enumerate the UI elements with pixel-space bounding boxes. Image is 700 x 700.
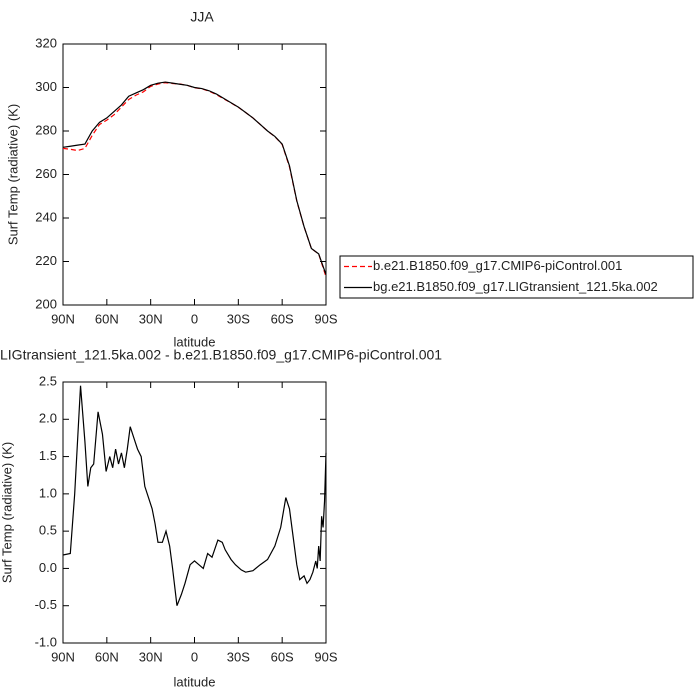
legend-label: bg.e21.B1850.f09_g17.LIGtransient_121.5k… [373,279,658,294]
x-tick-label: 30N [139,649,163,664]
x-tick-label: 90N [51,649,75,664]
y-tick-label: 220 [35,253,57,268]
data-line [62,82,327,277]
plot-frame [62,43,327,306]
y-tick-label: -1.0 [35,634,57,649]
x-tick-label: 90S [314,311,337,326]
x-tick-label: 30N [139,311,163,326]
data-line [62,385,327,606]
y-tick-label: 200 [35,296,57,311]
data-line [62,81,327,275]
y-tick-label: 280 [35,122,57,137]
x-tick-label: 60N [95,311,119,326]
x-tick-label: 90S [314,649,337,664]
plot-frame [62,381,327,644]
x-tick-label: 30S [227,311,250,326]
x-tick-label: 30S [227,649,250,664]
y-tick-label: 300 [35,79,57,94]
x-axis-label: latitude [174,334,216,349]
y-tick-label: 1.5 [39,448,57,463]
y-tick-label: 2.0 [39,411,57,426]
x-tick-label: 60S [271,311,294,326]
legend-box [339,255,694,299]
x-axis-label: latitude [174,674,216,689]
x-tick-label: 0 [191,649,198,664]
chart-title: JJA [190,9,214,25]
y-tick-label: 240 [35,209,57,224]
y-tick-label: 0.5 [39,523,57,538]
chart-title: LIGtransient_121.5ka.002 - b.e21.B1850.f… [0,347,442,363]
x-tick-label: 90N [51,311,75,326]
x-tick-label: 0 [191,311,198,326]
y-tick-label: 1.0 [39,485,57,500]
x-tick-label: 60N [95,649,119,664]
legend-label: b.e21.B1850.f09_g17.CMIP6-piControl.001 [373,258,622,273]
y-axis-label: Surf Temp (radiative) (K) [0,442,14,583]
x-tick-label: 60S [271,649,294,664]
y-tick-label: -0.5 [35,597,57,612]
y-tick-label: 320 [35,35,57,50]
y-tick-label: 0.0 [39,560,57,575]
y-tick-label: 260 [35,166,57,181]
y-tick-label: 2.5 [39,373,57,388]
y-axis-label: Surf Temp (radiative) (K) [5,104,20,245]
